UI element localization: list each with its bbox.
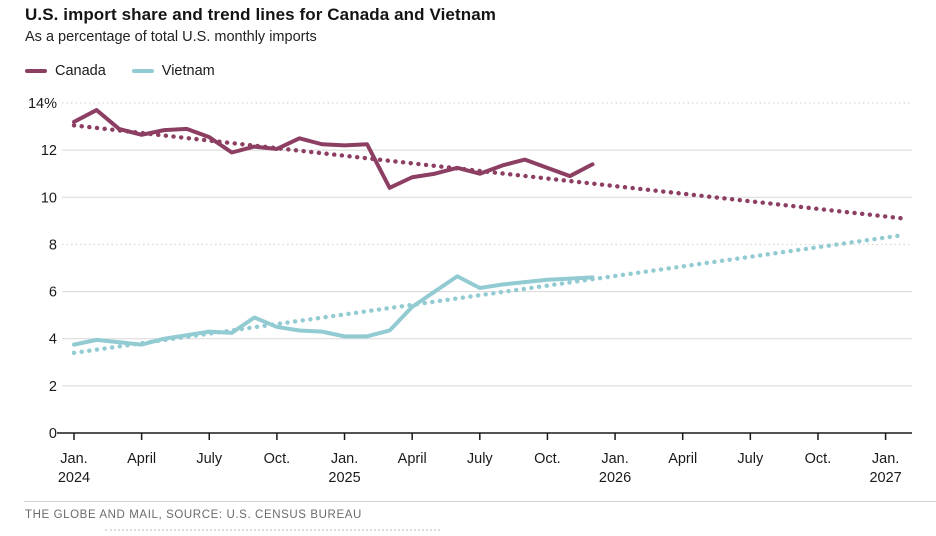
x-tick-year-label: 2025 xyxy=(328,470,360,486)
page-title: U.S. import share and trend lines for Ca… xyxy=(25,5,496,24)
x-tick-label: July xyxy=(737,451,764,467)
x-tick-year-label: 2027 xyxy=(869,470,901,486)
canada-line-swatch-icon xyxy=(25,68,47,74)
y-tick-label: 4 xyxy=(49,332,57,348)
x-tick-label: Jan. xyxy=(60,451,87,467)
series-line-canada xyxy=(72,108,595,190)
vietnam-line-swatch-icon xyxy=(131,68,154,74)
y-tick-label: 6 xyxy=(49,285,57,301)
legend: Canada Vietnam xyxy=(25,63,215,79)
legend-item-canada: Canada xyxy=(25,63,106,79)
y-tick-label: 14% xyxy=(28,96,57,112)
x-tick-year-label: 2026 xyxy=(599,470,631,486)
y-tick-label: 10 xyxy=(41,190,57,206)
x-tick-label: April xyxy=(127,451,156,467)
x-tick-label: April xyxy=(668,451,697,467)
x-tick-label: April xyxy=(398,451,427,467)
x-tick-year-label: 2024 xyxy=(58,470,90,486)
x-tick-label: Oct. xyxy=(264,451,291,467)
y-tick-label: 12 xyxy=(41,143,57,159)
y-tick-label: 2 xyxy=(49,379,57,395)
x-tick-label: Jan. xyxy=(872,451,899,467)
x-tick-label: July xyxy=(467,451,494,467)
y-tick-label: 8 xyxy=(49,237,57,253)
legend-item-vietnam: Vietnam xyxy=(131,63,215,79)
x-tick-label: Jan. xyxy=(331,451,358,467)
legend-label-canada: Canada xyxy=(55,63,106,79)
x-tick-label: Oct. xyxy=(805,451,832,467)
source-credit: THE GLOBE AND MAIL, SOURCE: U.S. CENSUS … xyxy=(25,509,362,521)
y-tick-label: 0 xyxy=(49,426,57,442)
cropped-bottom-element xyxy=(105,529,440,536)
x-tick-label: Jan. xyxy=(601,451,628,467)
chart-subtitle: As a percentage of total U.S. monthly im… xyxy=(25,29,317,45)
x-tick-label: July xyxy=(196,451,223,467)
footer-divider xyxy=(24,501,936,502)
x-tick-label: Oct. xyxy=(534,451,561,467)
legend-label-vietnam: Vietnam xyxy=(161,63,215,79)
series-line-vietnam xyxy=(72,274,595,347)
